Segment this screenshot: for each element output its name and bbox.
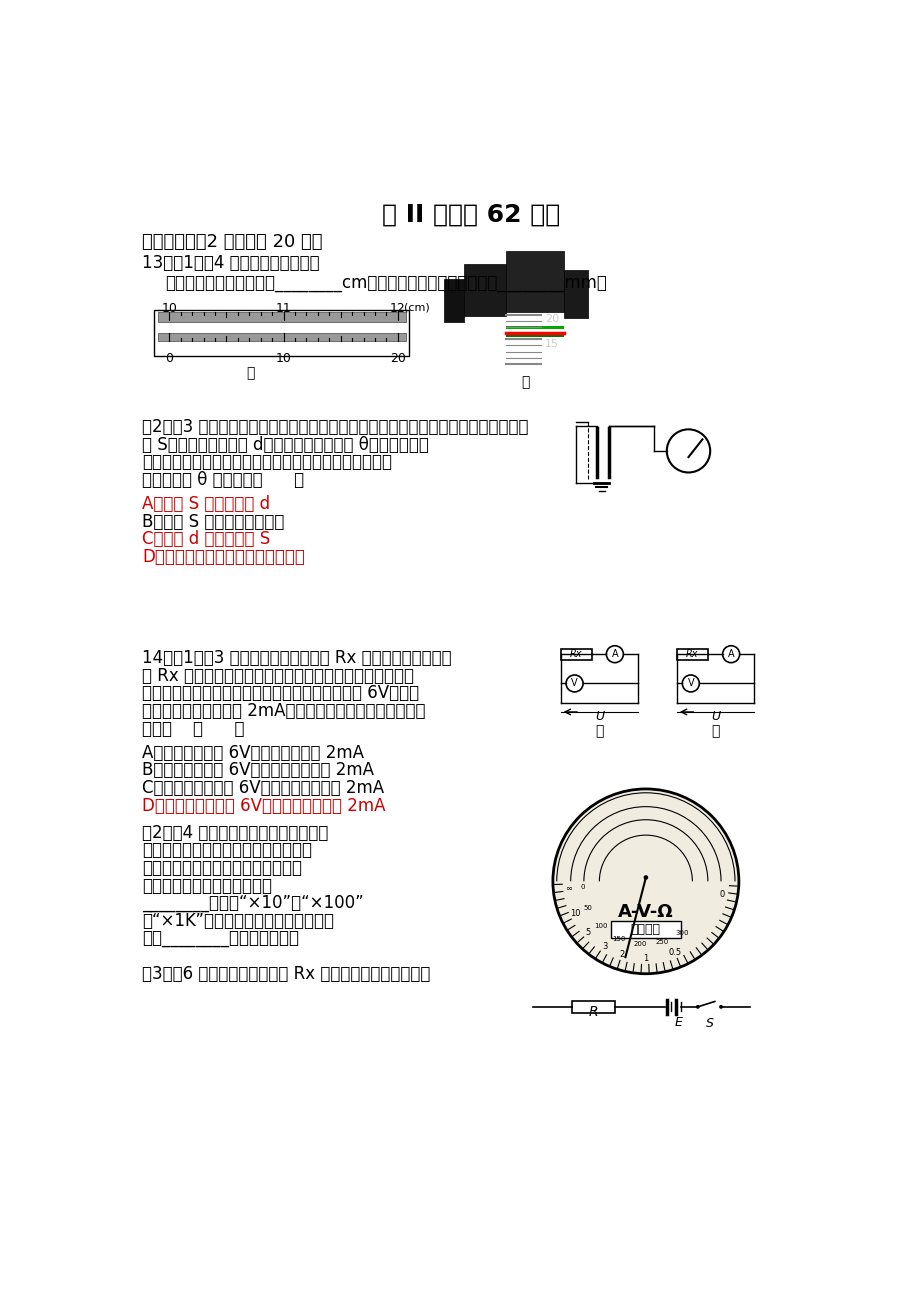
Text: 13．（1）（4 分）实验题仪器读数: 13．（1）（4 分）实验题仪器读数 bbox=[142, 254, 320, 272]
Text: 甲: 甲 bbox=[246, 367, 255, 380]
Text: 50: 50 bbox=[584, 905, 592, 911]
Text: 果应有    （      ）: 果应有 （ ） bbox=[142, 720, 244, 737]
Text: 确，你认为他应选的欧姆档是: 确，你认为他应选的欧姆档是 bbox=[142, 876, 272, 894]
Text: 行了机械调零后，为了使测量比较精: 行了机械调零后，为了使测量比较精 bbox=[142, 859, 301, 878]
Text: 0: 0 bbox=[719, 891, 724, 900]
Text: A．保持 S 不变，增大 d: A．保持 S 不变，增大 d bbox=[142, 495, 270, 512]
Text: A-V-Ω: A-V-Ω bbox=[618, 903, 673, 920]
Text: 15: 15 bbox=[545, 339, 559, 348]
Text: 2: 2 bbox=[618, 950, 624, 959]
Text: V: V bbox=[686, 679, 693, 689]
Circle shape bbox=[682, 675, 698, 692]
Text: B．电压表示数为 6V，电流表示数小于 2mA: B．电压表示数为 6V，电流表示数小于 2mA bbox=[142, 762, 374, 779]
Text: 第 II 卷（共 62 分）: 第 II 卷（共 62 分） bbox=[382, 203, 560, 226]
Bar bbox=[505, 251, 564, 312]
Bar bbox=[157, 333, 405, 341]
Bar bbox=[564, 270, 587, 317]
Text: R: R bbox=[588, 1005, 597, 1019]
Text: 12: 12 bbox=[390, 303, 405, 316]
Text: 10: 10 bbox=[570, 910, 580, 918]
Text: ∞: ∞ bbox=[564, 884, 572, 893]
Text: （3）（6 分）该同学着手测量 Rx 的电压和电流，以便绘出: （3）（6 分）该同学着手测量 Rx 的电压和电流，以便绘出 bbox=[142, 965, 430, 983]
Text: 0.5: 0.5 bbox=[667, 948, 681, 957]
Bar bbox=[560, 649, 591, 659]
Text: 将 Rx 先后接入图中甲、乙所示电路，已知两电路的路端电: 将 Rx 先后接入图中甲、乙所示电路，已知两电路的路端电 bbox=[142, 667, 414, 685]
Bar bbox=[157, 312, 405, 321]
Text: 表（内阻较小）示数为 2mA，那么按图乙所示电路测得的结: 表（内阻较小）示数为 2mA，那么按图乙所示电路测得的结 bbox=[142, 702, 425, 720]
Text: V: V bbox=[571, 679, 577, 689]
Text: 甲图中游标卡尺的读数是________cm。乙图中螺旋测微器的读数是________mm。: 甲图中游标卡尺的读数是________cm。乙图中螺旋测微器的读数是______… bbox=[165, 276, 607, 294]
Text: 压恒定不变，若按图甲所示电路测得电压表示数为 6V，电流: 压恒定不变，若按图甲所示电路测得电压表示数为 6V，电流 bbox=[142, 684, 419, 702]
Circle shape bbox=[552, 789, 738, 974]
Bar bbox=[505, 326, 564, 329]
Circle shape bbox=[719, 1005, 722, 1009]
Text: 20: 20 bbox=[390, 352, 405, 365]
Text: （2）（3 分）用控制变量法可探究影响平行板电容器电容的因素。设两极板正对面积: （2）（3 分）用控制变量法可探究影响平行板电容器电容的因素。设两极板正对面积 bbox=[142, 417, 528, 436]
Text: 0: 0 bbox=[165, 352, 173, 365]
Text: 甲: 甲 bbox=[595, 724, 603, 738]
Text: 或“×1K”）。选好欧姆档后，他还必须: 或“×1K”）。选好欧姆档后，他还必须 bbox=[142, 913, 334, 929]
Text: 200: 200 bbox=[633, 941, 646, 948]
Text: 1: 1 bbox=[642, 954, 648, 963]
Bar bbox=[676, 649, 707, 659]
Text: B．保持 S 不变，插入电介质: B．保持 S 不变，插入电介质 bbox=[142, 512, 284, 530]
Text: 10: 10 bbox=[161, 303, 177, 316]
Text: 11: 11 bbox=[276, 303, 291, 316]
Text: A．电压表示数为 6V，电流表示数为 2mA: A．电压表示数为 6V，电流表示数为 2mA bbox=[142, 744, 364, 762]
Text: 5: 5 bbox=[585, 928, 590, 937]
Bar bbox=[463, 264, 505, 316]
Bar bbox=[153, 309, 409, 356]
Text: 为 S，极板间的距离为 d，静电计指针偏角为 θ。电容器充电: 为 S，极板间的距离为 d，静电计指针偏角为 θ。电容器充电 bbox=[142, 436, 428, 454]
Text: U: U bbox=[710, 710, 720, 723]
Text: A: A bbox=[611, 649, 618, 659]
Text: （2）（4 分）接着该同学又用多用电表: （2）（4 分）接着该同学又用多用电表 bbox=[142, 824, 328, 841]
Text: C．保持 d 不变，减小 S: C．保持 d 不变，减小 S bbox=[142, 530, 270, 549]
Text: E: E bbox=[674, 1017, 682, 1030]
Text: 100: 100 bbox=[594, 923, 607, 930]
Bar bbox=[572, 1001, 614, 1013]
Circle shape bbox=[695, 1005, 699, 1009]
Text: 进行________才能进行测量。: 进行________才能进行测量。 bbox=[142, 930, 299, 948]
Text: 10: 10 bbox=[276, 352, 291, 365]
Text: (cm): (cm) bbox=[403, 303, 429, 312]
Text: ________（选填“×10”、“×100”: ________（选填“×10”、“×100” bbox=[142, 894, 364, 913]
Text: 测量部分: 测量部分 bbox=[630, 923, 660, 936]
Text: C．电压表示数小于 6V，电流表示数小于 2mA: C．电压表示数小于 6V，电流表示数小于 2mA bbox=[142, 779, 384, 797]
Text: S: S bbox=[705, 1017, 712, 1030]
Text: 后与电源断开，按图示接好静电计。下列的实验能使静电: 后与电源断开，按图示接好静电计。下列的实验能使静电 bbox=[142, 454, 391, 471]
Text: 20: 20 bbox=[545, 315, 559, 324]
Text: D．用电动势更大的电源再一次充电: D．用电动势更大的电源再一次充电 bbox=[142, 547, 305, 566]
Text: 14．（1）（3 分）某同学为探究电阻 Rx 的伏安特性曲线，他: 14．（1）（3 分）某同学为探究电阻 Rx 的伏安特性曲线，他 bbox=[142, 649, 451, 667]
Text: 250: 250 bbox=[655, 940, 668, 945]
Bar bbox=[505, 334, 564, 337]
Circle shape bbox=[643, 875, 648, 880]
Text: 粗测其电阻，表盘刻度如图所示，在进: 粗测其电阻，表盘刻度如图所示，在进 bbox=[142, 841, 312, 859]
Circle shape bbox=[606, 646, 623, 663]
Text: 乙: 乙 bbox=[521, 376, 529, 390]
Text: 0: 0 bbox=[580, 884, 584, 889]
Text: 150: 150 bbox=[612, 936, 625, 941]
Text: 3: 3 bbox=[601, 942, 607, 952]
Circle shape bbox=[721, 646, 739, 663]
Text: 二．实验题（2 小题，共 20 分）: 二．实验题（2 小题，共 20 分） bbox=[142, 233, 323, 251]
Text: Rx: Rx bbox=[686, 649, 698, 659]
Circle shape bbox=[565, 675, 583, 692]
Bar bbox=[610, 922, 680, 939]
Text: U: U bbox=[595, 710, 603, 723]
Text: A: A bbox=[727, 649, 733, 659]
Text: D．电压表示数小于 6V，电流表示数大于 2mA: D．电压表示数小于 6V，电流表示数大于 2mA bbox=[142, 797, 385, 815]
Text: 300: 300 bbox=[675, 930, 688, 936]
Bar bbox=[444, 280, 463, 321]
Text: 计指针偏角 θ 增大的是（      ）: 计指针偏角 θ 增大的是（ ） bbox=[142, 471, 304, 489]
Text: 乙: 乙 bbox=[710, 724, 719, 738]
Text: Rx: Rx bbox=[569, 649, 582, 659]
